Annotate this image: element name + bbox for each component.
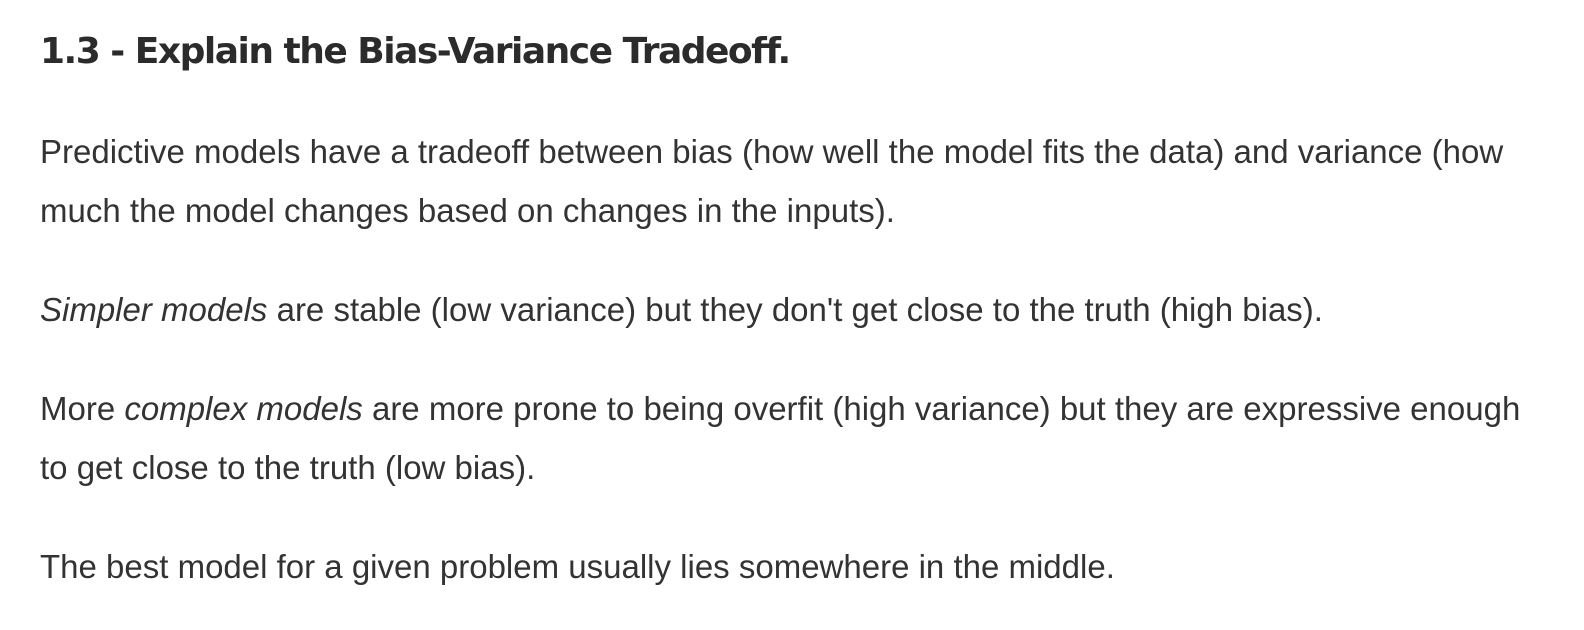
paragraph-simpler-models-text: are stable (low variance) but they don't… (267, 291, 1323, 328)
paragraph-simpler-models: Simpler models are stable (low variance)… (40, 280, 1540, 339)
paragraph-complex-models-text: are more prone to being overfit (high va… (40, 390, 1521, 486)
paragraph-bias-variance-definition: Predictive models have a tradeoff betwee… (40, 133, 1504, 229)
section-heading: 1.3 - Explain the Bias-Variance Tradeoff… (40, 31, 791, 72)
paragraph-best-model: The best model for a given problem usual… (40, 548, 1115, 585)
paragraph-complex-models-prefix: More (40, 390, 125, 427)
article: 1.3 - Explain the Bias-Variance Tradeoff… (40, 26, 1540, 596)
emphasis-simpler-models: Simpler models (40, 291, 268, 328)
emphasis-complex-models: complex models (124, 390, 363, 427)
paragraph-complex-models: More complex models are more prone to be… (40, 379, 1540, 497)
